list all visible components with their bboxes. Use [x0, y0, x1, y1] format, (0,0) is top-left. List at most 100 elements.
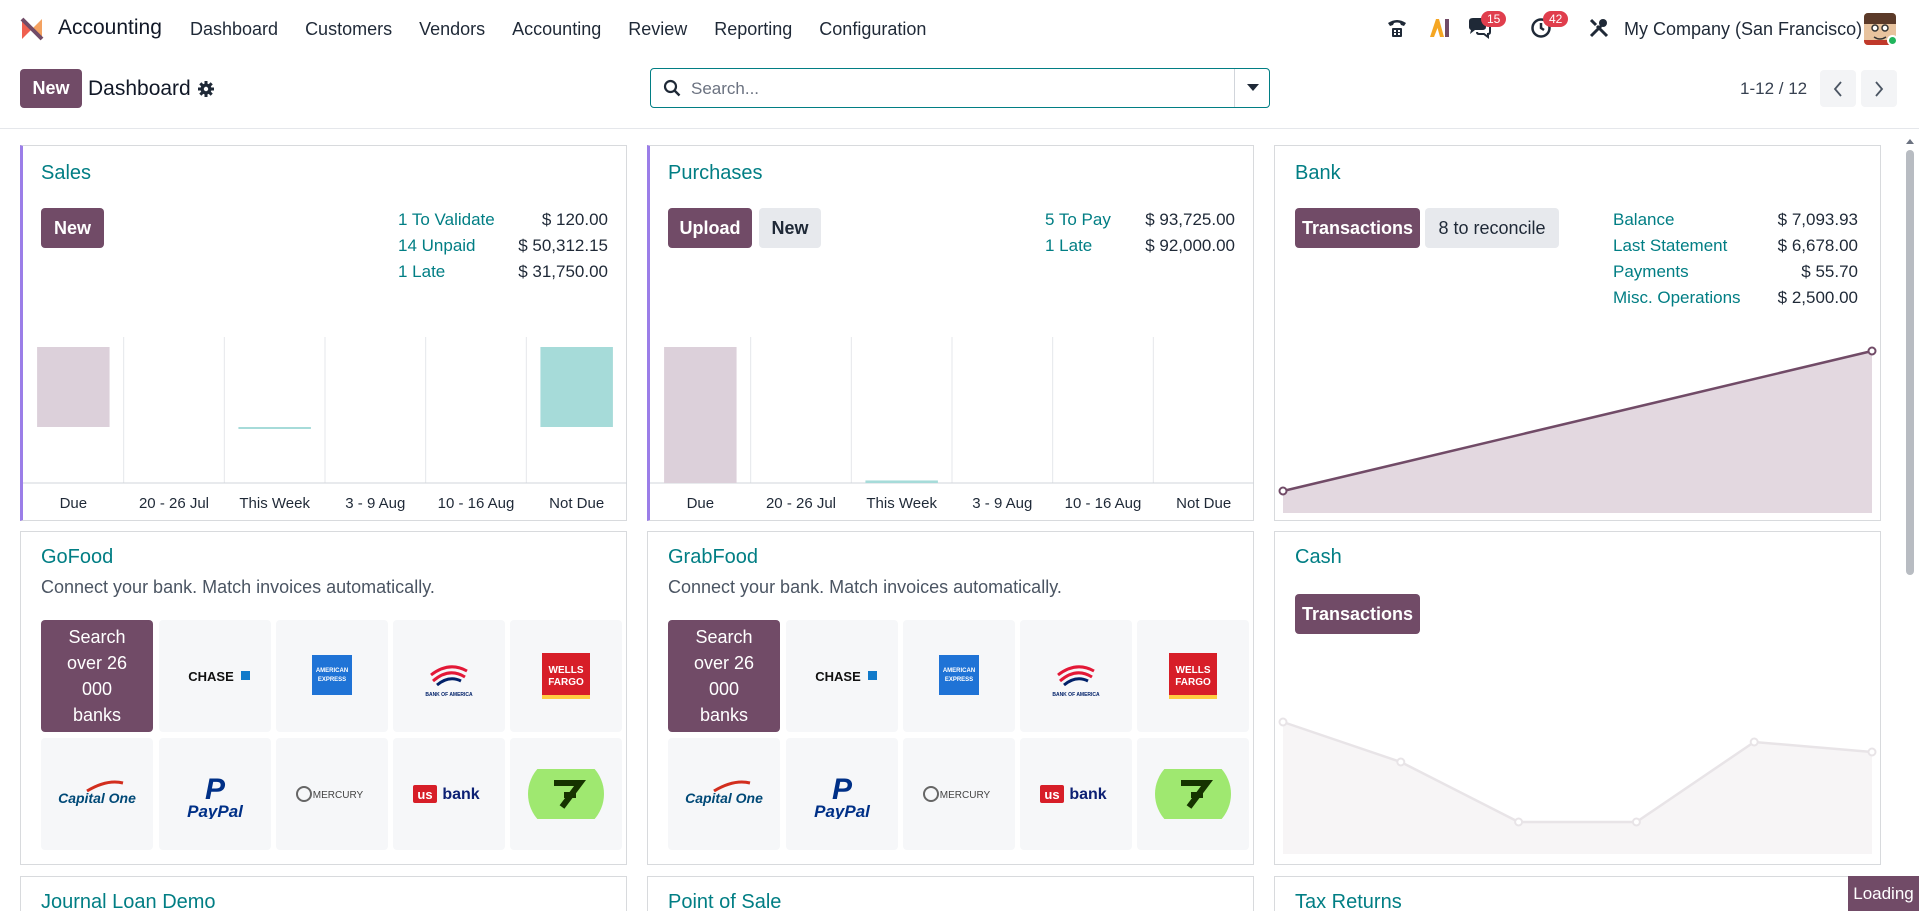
- gofood-bank-tile-wise[interactable]: [510, 738, 622, 850]
- grabfood-bank-tile-wise[interactable]: [1137, 738, 1249, 850]
- sales-to-validate-link[interactable]: 1 To Validate: [398, 210, 495, 229]
- scroll-up-arrow-icon[interactable]: [1904, 135, 1916, 147]
- bank-balance-chart[interactable]: [1275, 331, 1880, 521]
- accounting-app-icon[interactable]: [20, 17, 44, 41]
- menu-vendors[interactable]: Vendors: [419, 19, 486, 39]
- menu-configuration[interactable]: Configuration: [819, 19, 927, 39]
- bank-chart-point[interactable]: [1278, 486, 1288, 496]
- bank-chart-line: [1282, 349, 1873, 493]
- menu-customers[interactable]: Customers: [305, 19, 393, 39]
- user-avatar[interactable]: [1864, 13, 1896, 45]
- grabfood-bank-tile-usbank[interactable]: us bank: [1020, 738, 1132, 850]
- cash-transactions-button[interactable]: Transactions: [1295, 594, 1420, 634]
- gear-icon[interactable]: [197, 80, 215, 98]
- scrollbar-thumb[interactable]: [1906, 150, 1914, 575]
- gofood-search-banks-button[interactable]: Search over 26 000 banks: [41, 620, 153, 732]
- sales-unpaid-link[interactable]: 14 Unpaid: [398, 236, 476, 255]
- capital-one-logo-icon: Capital One: [685, 780, 763, 806]
- american-express-logo-icon: AMERICAN EXPRESS: [939, 655, 979, 695]
- svg-text:WELLS: WELLS: [1176, 665, 1211, 676]
- bank-chart-point[interactable]: [1867, 346, 1877, 356]
- bank-payments-link[interactable]: Payments: [1613, 262, 1689, 281]
- grabfood-search-banks-label: Search over 26 000 banks: [693, 627, 755, 725]
- sales-bar-chart[interactable]: Due 20 - 26 Jul This Week 3 - 9 Aug 10 - 16 …: [23, 331, 627, 521]
- cash-chart-point[interactable]: [1867, 747, 1877, 757]
- bank-transactions-button[interactable]: Transactions: [1295, 208, 1420, 248]
- bank-misc-operations-link[interactable]: Misc. Operations: [1613, 288, 1741, 307]
- journal-loan-demo-title[interactable]: Journal Loan Demo: [41, 891, 216, 911]
- svg-text:CHASE: CHASE: [815, 669, 861, 684]
- purchases-to-pay-link[interactable]: 5 To Pay: [1045, 210, 1111, 229]
- gofood-title[interactable]: GoFood: [41, 546, 114, 568]
- bank-title[interactable]: Bank: [1295, 162, 1341, 184]
- bank-last-statement-link[interactable]: Last Statement: [1613, 236, 1728, 255]
- grabfood-search-banks-button[interactable]: Search over 26 000 banks: [668, 620, 780, 732]
- cash-chart-point[interactable]: [1278, 717, 1288, 727]
- grabfood-title[interactable]: GrabFood: [668, 546, 759, 568]
- cash-chart-point[interactable]: [1396, 757, 1406, 767]
- activities-icon[interactable]: 42: [1528, 11, 1569, 42]
- purchases-bar-chart[interactable]: Due 20 - 26 Jul This Week 3 - 9 Aug 10 - 16 …: [650, 331, 1254, 521]
- page-scrollbar[interactable]: [1904, 134, 1916, 911]
- grabfood-bank-tile-bank-of-america[interactable]: BANK OF AMERICA: [1020, 620, 1132, 732]
- grabfood-bank-tile-chase[interactable]: CHASE: [786, 620, 898, 732]
- tax-returns-title[interactable]: Tax Returns: [1295, 891, 1402, 911]
- cash-chart-point[interactable]: [1514, 817, 1524, 827]
- sales-bar[interactable]: [37, 347, 110, 427]
- purchases-bar[interactable]: [865, 480, 938, 483]
- grabfood-bank-tile-wells-fargo[interactable]: WELLS FARGO: [1137, 620, 1249, 732]
- gofood-bank-tile-wells-fargo[interactable]: WELLS FARGO: [510, 620, 622, 732]
- sales-bar[interactable]: [540, 347, 613, 427]
- search-input[interactable]: [691, 77, 1211, 101]
- gofood-bank-tile-bank-of-america[interactable]: BANK OF AMERICA: [393, 620, 505, 732]
- grabfood-bank-tile-paypal[interactable]: P PayPal: [786, 738, 898, 850]
- bank-chart-area: [1283, 351, 1872, 513]
- purchases-upload-button[interactable]: Upload: [668, 208, 752, 248]
- gofood-bank-tile-american-express[interactable]: AMERICAN EXPRESS: [276, 620, 388, 732]
- menu-dashboard[interactable]: Dashboard: [190, 19, 279, 39]
- menu-review[interactable]: Review: [628, 19, 688, 39]
- menu-reporting[interactable]: Reporting: [714, 19, 793, 39]
- point-of-sale-title[interactable]: Point of Sale: [668, 891, 782, 911]
- grabfood-bank-tile-mercury[interactable]: MERCURY: [903, 738, 1015, 850]
- pager-value[interactable]: 1-12 / 12: [1740, 79, 1808, 98]
- sales-bar[interactable]: [238, 427, 311, 429]
- gofood-bank-tile-mercury[interactable]: MERCURY: [276, 738, 388, 850]
- purchases-bar[interactable]: [664, 347, 737, 483]
- cash-line-chart[interactable]: [1275, 672, 1880, 862]
- svg-text:P: P: [832, 773, 853, 806]
- caret-down-icon: [1246, 84, 1259, 91]
- gofood-bank-tile-chase[interactable]: CHASE: [159, 620, 271, 732]
- grabfood-bank-tile-american-express[interactable]: AMERICAN EXPRESS: [903, 620, 1015, 732]
- cash-chart-point[interactable]: [1631, 817, 1641, 827]
- cash-chart-area: [1283, 722, 1872, 854]
- sales-new-button[interactable]: New: [41, 208, 104, 248]
- tools-icon[interactable]: [1586, 14, 1612, 42]
- app-name[interactable]: Accounting: [58, 16, 162, 39]
- grabfood-bank-tile-capital-one[interactable]: Capital One: [668, 738, 780, 850]
- purchases-title[interactable]: Purchases: [668, 162, 763, 184]
- company-switcher[interactable]: My Company (San Francisco): [1624, 19, 1863, 39]
- capital-one-logo-icon: Capital One: [58, 780, 136, 806]
- messages-icon[interactable]: 15: [1466, 11, 1507, 42]
- bank-balance-link[interactable]: Balance: [1613, 210, 1675, 229]
- sales-late-link[interactable]: 1 Late: [398, 262, 446, 281]
- gofood-bank-tile-usbank[interactable]: us bank: [393, 738, 505, 850]
- ai-icon[interactable]: [1427, 14, 1453, 42]
- bank-reconcile-button[interactable]: 8 to reconcile: [1425, 208, 1559, 248]
- phone-icon[interactable]: [1384, 14, 1410, 42]
- cash-chart-point[interactable]: [1749, 737, 1759, 747]
- search-options-toggle[interactable]: [1234, 69, 1270, 107]
- menu-accounting[interactable]: Accounting: [512, 19, 602, 39]
- purchases-late-link[interactable]: 1 Late: [1045, 236, 1093, 255]
- new-button[interactable]: New: [20, 69, 82, 108]
- pager-next-button[interactable]: [1861, 70, 1897, 107]
- purchases-new-button[interactable]: New: [759, 208, 821, 248]
- chevron-right-icon: [1875, 80, 1884, 97]
- cash-title[interactable]: Cash: [1295, 546, 1342, 568]
- sales-title[interactable]: Sales: [41, 162, 92, 184]
- gofood-bank-tile-capital-one[interactable]: Capital One: [41, 738, 153, 850]
- pager-previous-button[interactable]: [1820, 70, 1856, 107]
- gofood-bank-tile-paypal[interactable]: P PayPal: [159, 738, 271, 850]
